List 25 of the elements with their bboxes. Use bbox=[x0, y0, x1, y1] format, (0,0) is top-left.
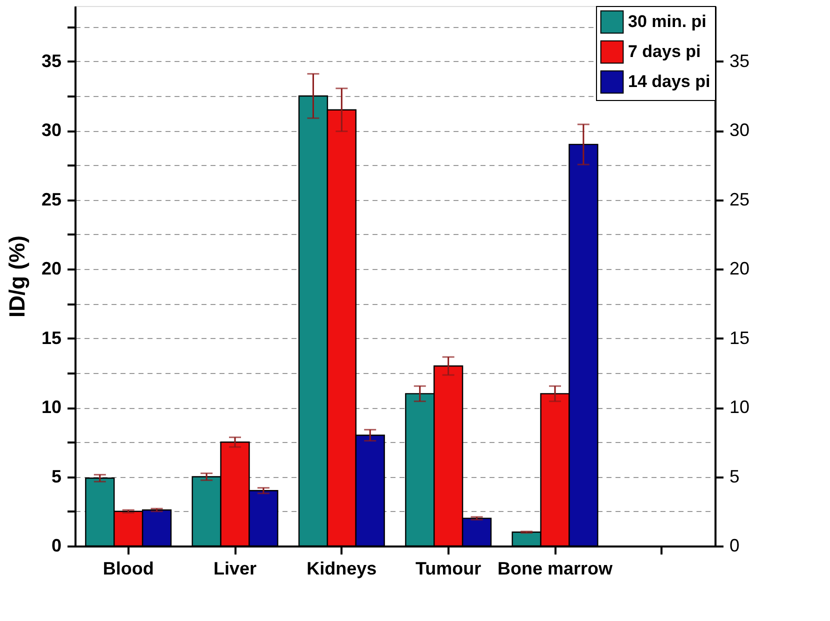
x-tick-label: Liver bbox=[213, 558, 257, 578]
y-tick-label: 30 bbox=[41, 120, 62, 140]
y2-tick-label: 20 bbox=[730, 258, 750, 279]
y-tick-label: 0 bbox=[51, 536, 62, 556]
x-tick-label: Tumour bbox=[416, 558, 482, 578]
x-tick-label: Blood bbox=[102, 558, 154, 578]
y-tick-label: 10 bbox=[41, 397, 62, 418]
y-axis-title: ID/g (%) bbox=[4, 236, 30, 318]
y2-tick-label: 10 bbox=[730, 397, 750, 418]
y-tick-label: 25 bbox=[41, 189, 62, 210]
y2-tick-label: 25 bbox=[730, 189, 750, 210]
x-tick-label: Kidneys bbox=[306, 558, 377, 578]
y2-tick-label: 30 bbox=[730, 120, 750, 140]
legend-label: 7 days pi bbox=[628, 42, 701, 61]
legend-label: 30 min. pi bbox=[628, 12, 706, 31]
y-tick-label: 20 bbox=[41, 258, 62, 279]
y-tick-label: 15 bbox=[41, 328, 62, 348]
y2-tick-label: 0 bbox=[730, 536, 740, 556]
y2-tick-label: 15 bbox=[730, 328, 750, 348]
legend-label: 14 days pi bbox=[628, 72, 710, 91]
y2-tick-label: 35 bbox=[730, 50, 750, 71]
x-tick-label: Bone marrow bbox=[497, 558, 614, 578]
y2-tick-label: 5 bbox=[730, 466, 740, 486]
y-tick-label: 5 bbox=[51, 466, 62, 486]
y-tick-label: 35 bbox=[41, 50, 62, 71]
